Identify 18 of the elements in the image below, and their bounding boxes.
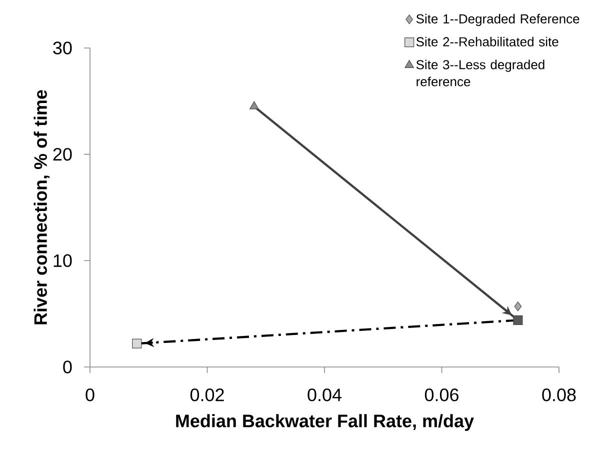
y-tick-label: 20 — [53, 148, 72, 161]
y-axis-title: River connection, % of time — [34, 90, 50, 324]
legend-label: Site 1--Degraded Reference — [416, 14, 580, 26]
x-tick-label: 0.06 — [424, 388, 458, 402]
point — [250, 101, 259, 110]
x-tick-label: 0.02 — [190, 388, 224, 402]
x-axis-title: Median Backwater Fall Rate, m/day — [176, 414, 474, 431]
legend-label: Site 3--Less degraded reference — [416, 60, 544, 86]
x-tick-label: 0.04 — [308, 388, 342, 402]
y-tick-label: 0 — [63, 360, 72, 374]
point — [513, 315, 523, 325]
x-tick-label: 0 — [86, 388, 94, 402]
y-tick-label: 10 — [54, 254, 72, 268]
legend-label: Site 2--Rehabilitated site — [416, 36, 558, 46]
point — [132, 338, 142, 348]
y-tick-label: 30 — [53, 42, 72, 54]
point — [514, 302, 522, 312]
x-tick-label: 0.08 — [542, 388, 576, 402]
